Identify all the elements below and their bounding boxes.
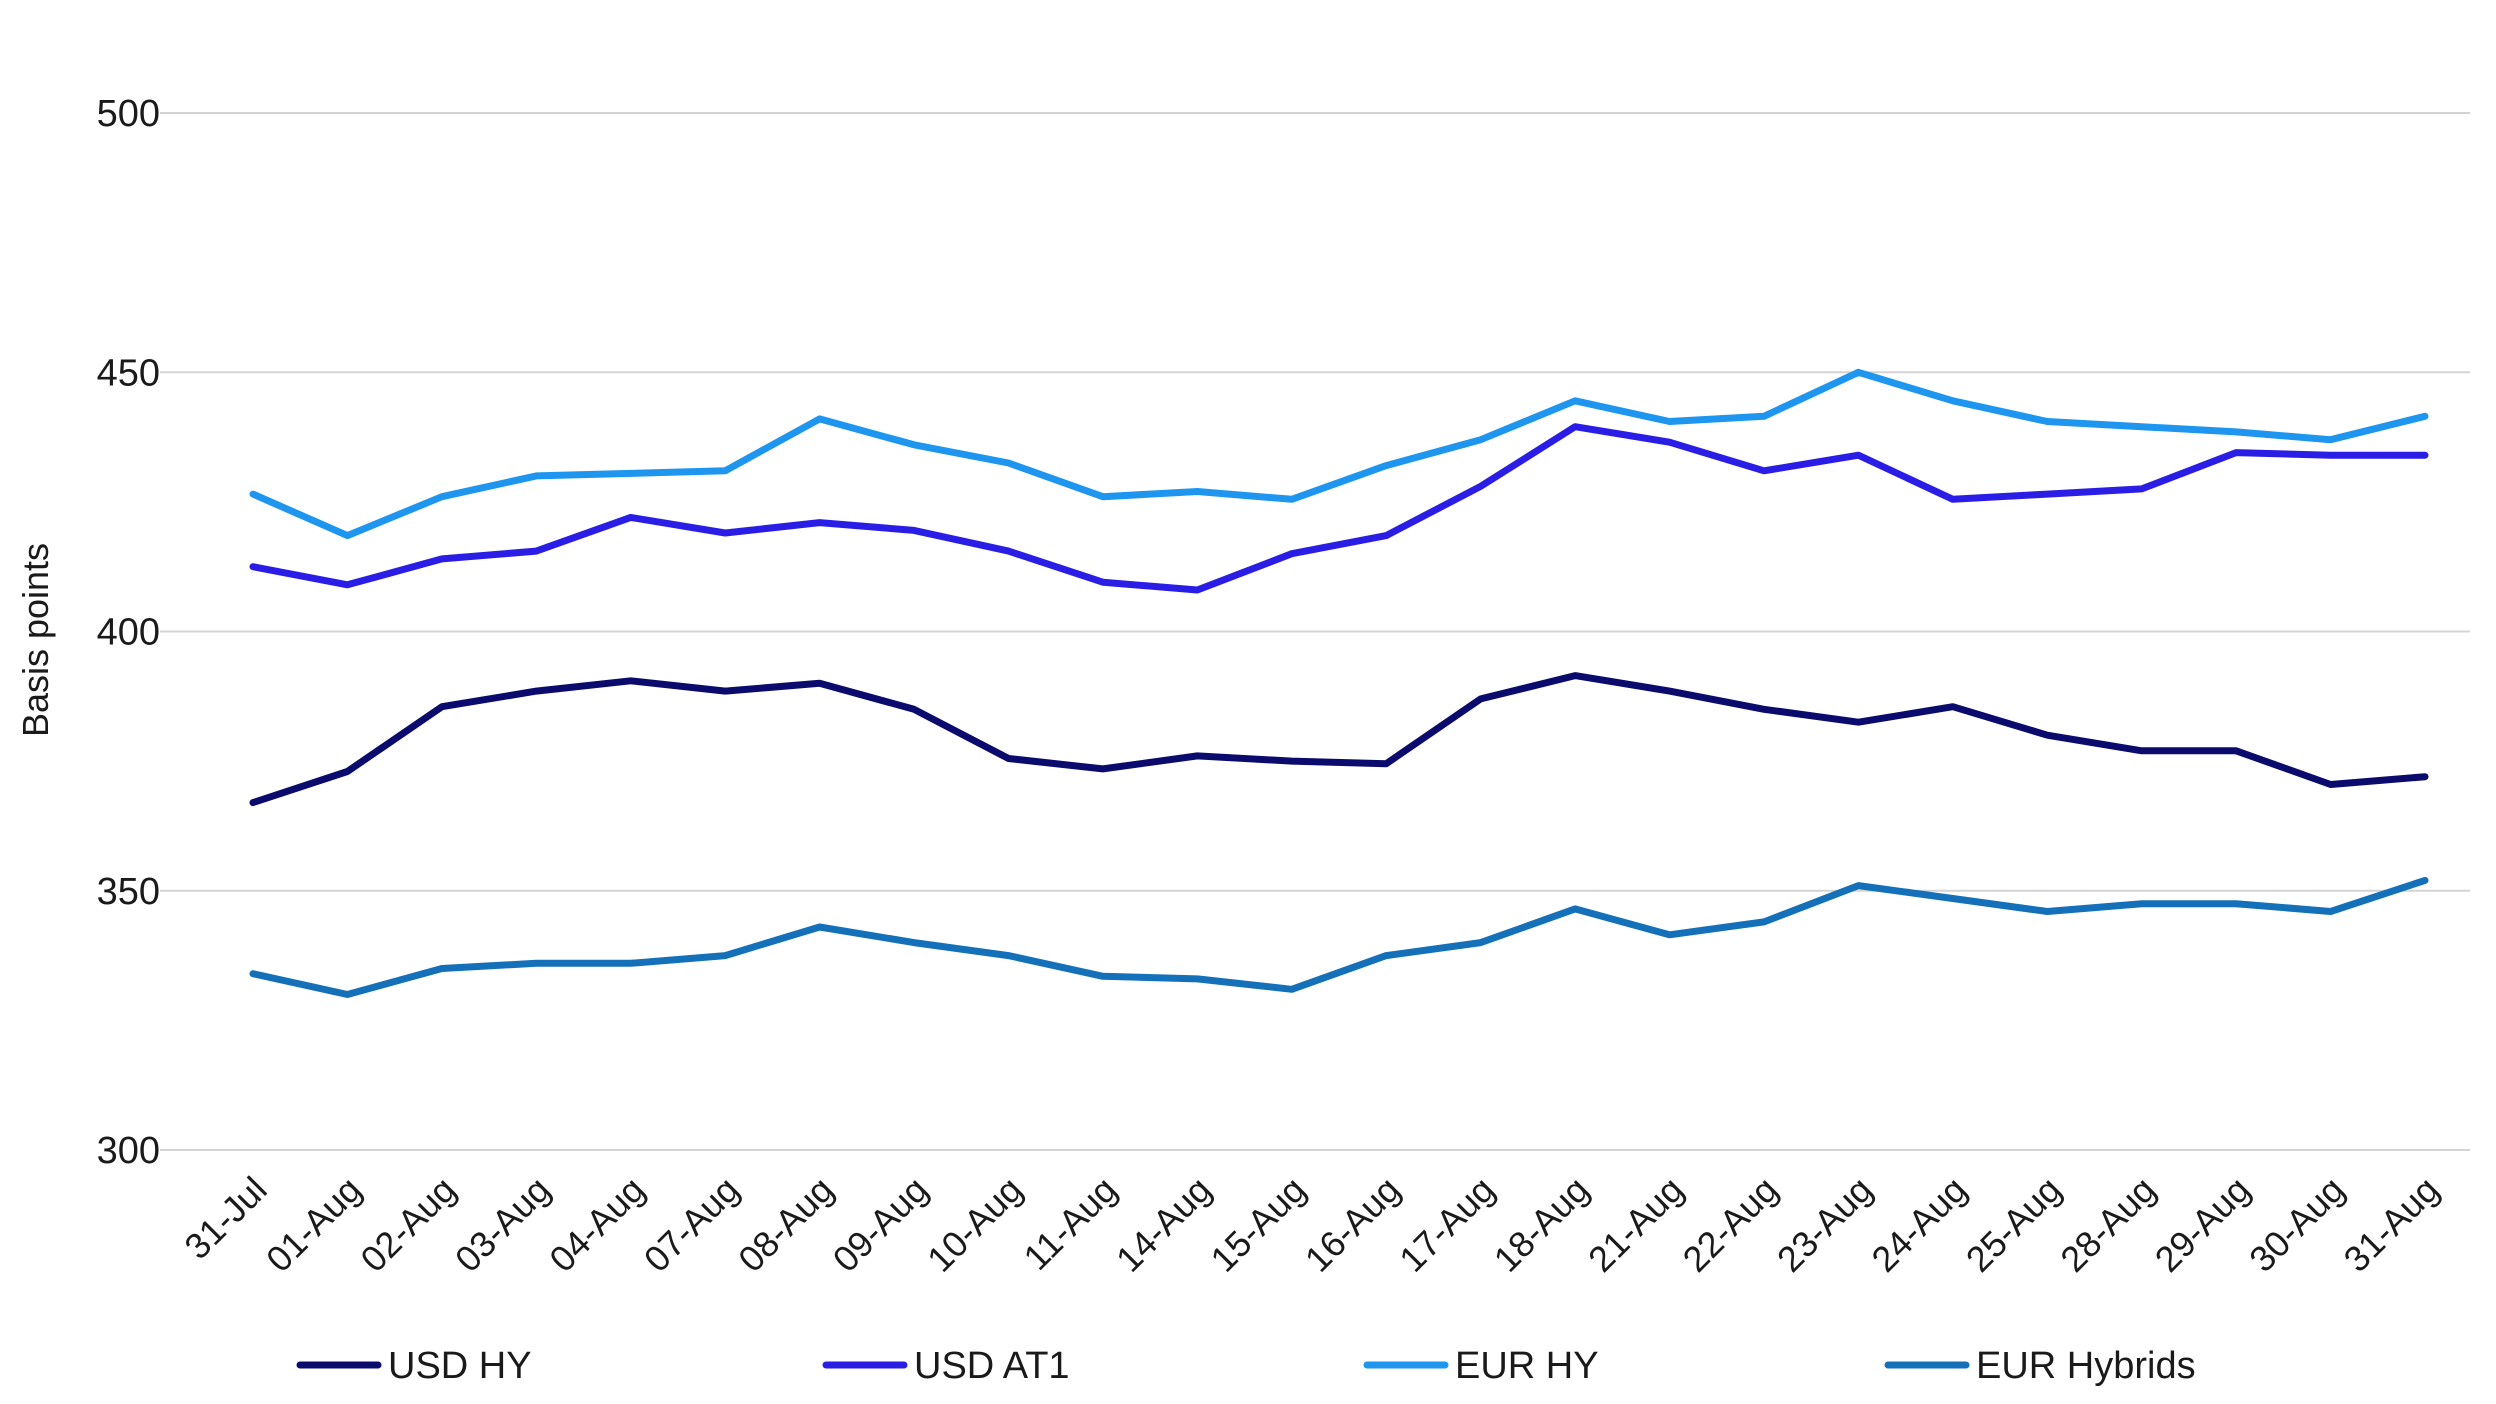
legend-item: EUR Hybrids [1884,1345,2196,1387]
legend-label: EUR HY [1455,1345,1599,1387]
x-tick-label: 30-Aug [2241,1169,2352,1280]
series-line-eur-hybrids [249,876,2429,998]
x-tick-label: 07-Aug [636,1169,747,1280]
legend-item: USD HY [296,1345,532,1387]
series-line-eur-hy [249,368,2429,540]
x-tick-label: 10-Aug [919,1169,1030,1280]
x-tick-label: 18-Aug [1486,1169,1597,1280]
x-tick-label: 11-Aug [1015,1169,1124,1278]
legend-label: USD AT1 [914,1345,1070,1387]
x-axis-ticks: 31-Jul01-Aug02-Aug03-Aug04-Aug07-Aug08-A… [176,1169,2446,1280]
legend: USD HY USD AT1 EUR HY EUR Hybrids [296,1345,2196,1387]
x-tick-label: 09-Aug [825,1169,936,1280]
x-tick-label: 03-Aug [447,1169,558,1280]
legend-item: EUR HY [1363,1345,1599,1387]
x-tick-label: 08-Aug [730,1169,841,1280]
legend-label: EUR Hybrids [1976,1345,2196,1387]
y-tick-label: 350 [97,871,160,913]
series-lines [249,368,2429,998]
x-tick-label: 01-Aug [258,1169,369,1280]
x-tick-label: 29-Aug [2147,1169,2258,1280]
y-tick-label: 500 [97,93,160,135]
y-axis-ticks: 300 350 400 450 500 [97,93,160,1172]
x-tick-label: 28-Aug [2052,1169,2163,1280]
x-tick-label: 15-Aug [1202,1169,1313,1280]
x-tick-label: 16-Aug [1297,1169,1408,1280]
x-tick-label: 17-Aug [1391,1169,1502,1280]
y-tick-label: 300 [97,1130,160,1172]
y-tick-label: 450 [97,352,160,394]
x-tick-label: 31-Aug [2336,1169,2447,1280]
y-tick-label: 400 [97,612,160,654]
x-tick-label: 25-Aug [1958,1169,2069,1280]
legend-label: USD HY [388,1345,532,1387]
x-tick-label: 21-Aug [1580,1169,1691,1280]
series-line-usd-at1 [249,423,2429,594]
x-tick-label: 14-Aug [1108,1169,1219,1280]
x-tick-label: 04-Aug [541,1169,652,1280]
y-axis-label: Basis points [15,543,56,737]
x-tick-label: 22-Aug [1675,1169,1786,1280]
legend-item: USD AT1 [822,1345,1070,1387]
x-tick-label: 02-Aug [352,1169,463,1280]
gridlines [160,112,2470,1151]
x-tick-label: 24-Aug [1863,1169,1974,1280]
x-tick-label: 23-Aug [1769,1169,1880,1280]
series-line-usd-hy [249,672,2429,807]
